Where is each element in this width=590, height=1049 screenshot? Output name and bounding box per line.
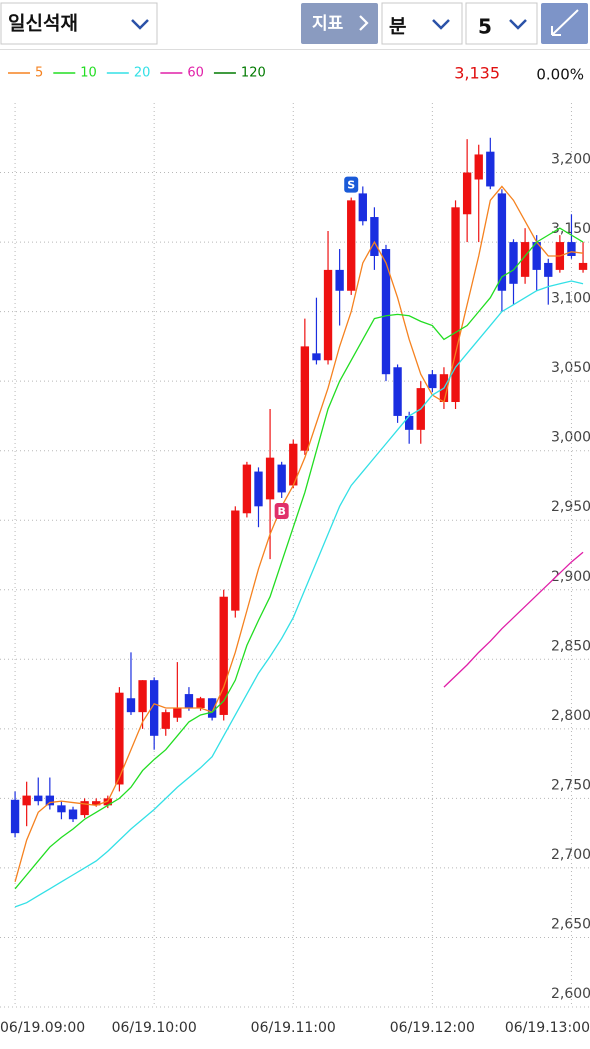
draw-button[interactable] (541, 3, 588, 44)
candle-body (312, 353, 321, 361)
unit-dropdown[interactable]: 분 (381, 2, 463, 45)
signal-marker: B (274, 502, 289, 519)
x-tick-label: 06/19.10:00 (112, 1020, 197, 1036)
candle-body (92, 801, 101, 806)
value-dropdown[interactable]: 5 (465, 2, 538, 45)
candle-body (80, 801, 89, 816)
candle-body (289, 443, 298, 486)
stock-dropdown[interactable]: 일신석재 (0, 2, 158, 45)
candle-body (231, 510, 240, 611)
ma-line (14, 280, 584, 908)
candle-body (428, 374, 437, 389)
last-price: 3,135 (454, 64, 500, 83)
candle-body (173, 707, 182, 718)
x-tick-label: 06/19.13:00 (505, 1020, 590, 1036)
candle-body (532, 242, 541, 270)
indicator-button[interactable]: 지표 (301, 3, 378, 44)
indicator-label: 지표 (312, 14, 344, 34)
plot-area: 2,6002,6502,7002,7502,8002,8502,9002,950… (0, 103, 590, 1036)
candle-body (207, 698, 217, 718)
signal-marker: S (344, 176, 359, 193)
y-tick-label: 3,100 (551, 291, 590, 307)
ma-line (14, 227, 584, 890)
legend: 5 10 20 60 120 (8, 66, 266, 81)
candle-body (578, 262, 588, 270)
candle-body (68, 809, 78, 820)
signal-label: B (277, 505, 285, 518)
candle-body (381, 249, 391, 375)
candle-body (567, 242, 576, 256)
unit-label: 분 (389, 16, 406, 38)
candle-body (347, 200, 356, 291)
legend-label: 10 (80, 66, 97, 81)
y-tick-label: 3,050 (551, 360, 590, 376)
candle-body (196, 698, 205, 708)
candle-body (45, 795, 55, 806)
value-label: 5 (478, 15, 492, 39)
candle-body (265, 457, 275, 500)
candle-body (10, 799, 20, 834)
candle-body (103, 798, 112, 806)
candle-body (22, 795, 31, 806)
candle-body (277, 464, 286, 493)
x-tick-label: 06/19.09:00 (0, 1020, 85, 1036)
candle-body (57, 805, 66, 813)
signal-label: S (347, 179, 355, 192)
signal-badge (274, 502, 289, 519)
ma-line (443, 551, 584, 688)
legend-label: 120 (241, 66, 266, 81)
candle-body (486, 151, 495, 187)
candle-body (242, 464, 252, 514)
candle-body (34, 795, 43, 802)
candle-body (393, 367, 402, 416)
candle-body (300, 346, 310, 451)
candle-body (370, 217, 379, 256)
y-tick-label: 2,600 (551, 986, 590, 1002)
x-tick-label: 06/19.12:00 (390, 1020, 475, 1036)
candle-body (126, 698, 136, 713)
y-tick-label: 2,850 (551, 638, 590, 654)
change-rate: 0.00% (536, 66, 584, 84)
chevron (432, 19, 450, 30)
y-tick-label: 2,950 (551, 499, 590, 515)
legend-label: 5 (35, 66, 43, 81)
arrow (359, 15, 369, 31)
y-tick-label: 2,800 (551, 708, 590, 724)
candle-body (184, 694, 194, 708)
candle-body (462, 172, 472, 215)
candle-body (497, 193, 507, 291)
ma-line (14, 185, 584, 883)
x-tick-label: 06/19.11:00 (251, 1020, 336, 1036)
candle-body (149, 680, 159, 736)
candle-body (219, 596, 228, 715)
candle-body (358, 193, 367, 222)
candle-body (509, 242, 518, 284)
y-tick-label: 2,650 (551, 916, 590, 932)
candle-body (474, 154, 483, 180)
y-tick-label: 2,750 (551, 777, 590, 793)
candle-body (138, 680, 147, 713)
legend-label: 20 (134, 66, 151, 81)
signal-badge (344, 176, 359, 193)
legend-label: 60 (187, 66, 204, 81)
candle-body (520, 242, 530, 277)
candle-body (254, 471, 263, 507)
stock-name: 일신석재 (8, 13, 78, 35)
y-tick-label: 3,200 (551, 152, 590, 168)
draw-icon (551, 9, 579, 36)
y-tick-label: 2,700 (551, 847, 590, 863)
candle-body (161, 712, 170, 729)
candle-body (405, 415, 414, 430)
candle-body (115, 692, 124, 785)
y-tick-label: 3,000 (551, 430, 590, 446)
candle-body (544, 262, 553, 277)
y-tick-label: 3,150 (551, 221, 590, 237)
chevron (509, 19, 527, 30)
candle-body (335, 269, 344, 291)
candle-body (323, 269, 333, 361)
candle-body (451, 207, 460, 403)
chevron (131, 19, 149, 30)
